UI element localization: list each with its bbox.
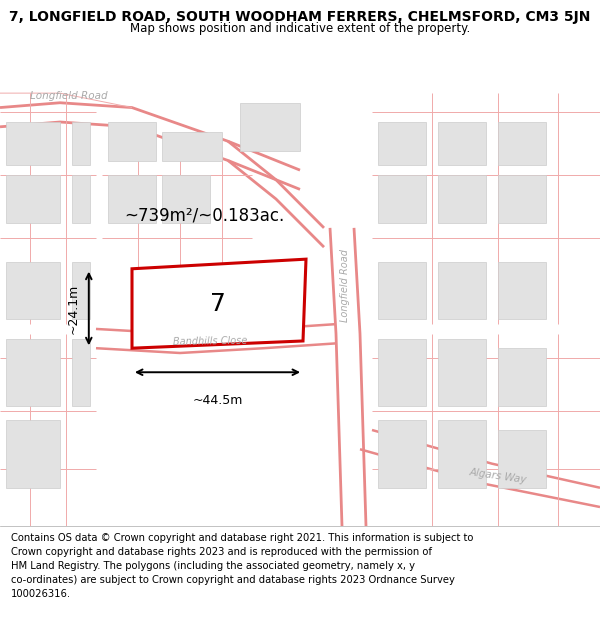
FancyBboxPatch shape: [72, 175, 90, 223]
FancyBboxPatch shape: [378, 339, 426, 406]
FancyBboxPatch shape: [6, 261, 60, 319]
Text: Map shows position and indicative extent of the property.: Map shows position and indicative extent…: [130, 22, 470, 35]
FancyBboxPatch shape: [378, 122, 426, 165]
FancyBboxPatch shape: [438, 261, 486, 319]
FancyBboxPatch shape: [498, 175, 546, 223]
FancyBboxPatch shape: [378, 261, 426, 319]
Text: 7, LONGFIELD ROAD, SOUTH WOODHAM FERRERS, CHELMSFORD, CM3 5JN: 7, LONGFIELD ROAD, SOUTH WOODHAM FERRERS…: [10, 10, 590, 24]
FancyBboxPatch shape: [162, 175, 210, 223]
Text: Algars Way: Algars Way: [469, 467, 527, 485]
FancyBboxPatch shape: [6, 339, 60, 406]
Text: Longfield Road: Longfield Road: [30, 91, 107, 101]
FancyBboxPatch shape: [108, 175, 156, 223]
FancyBboxPatch shape: [498, 122, 546, 165]
FancyBboxPatch shape: [72, 261, 90, 319]
FancyBboxPatch shape: [162, 132, 222, 161]
FancyBboxPatch shape: [438, 339, 486, 406]
FancyBboxPatch shape: [438, 122, 486, 165]
FancyBboxPatch shape: [378, 175, 426, 223]
FancyBboxPatch shape: [6, 122, 60, 165]
Text: Longfield Road: Longfield Road: [340, 249, 350, 322]
Polygon shape: [132, 259, 306, 348]
FancyBboxPatch shape: [498, 261, 546, 319]
FancyBboxPatch shape: [498, 348, 546, 406]
FancyBboxPatch shape: [438, 421, 486, 488]
Text: ~739m²/~0.183ac.: ~739m²/~0.183ac.: [124, 207, 284, 225]
Text: Contains OS data © Crown copyright and database right 2021. This information is : Contains OS data © Crown copyright and d…: [11, 533, 473, 599]
Text: ~24.1m: ~24.1m: [67, 283, 80, 334]
FancyBboxPatch shape: [6, 175, 60, 223]
FancyBboxPatch shape: [108, 122, 156, 161]
Text: Bandhills Close: Bandhills Close: [173, 336, 247, 347]
FancyBboxPatch shape: [498, 430, 546, 488]
FancyBboxPatch shape: [240, 102, 300, 151]
FancyBboxPatch shape: [6, 421, 60, 488]
FancyBboxPatch shape: [72, 339, 90, 406]
FancyBboxPatch shape: [378, 421, 426, 488]
Text: ~44.5m: ~44.5m: [193, 394, 242, 407]
FancyBboxPatch shape: [72, 122, 90, 165]
Text: 7: 7: [211, 292, 226, 316]
FancyBboxPatch shape: [438, 175, 486, 223]
